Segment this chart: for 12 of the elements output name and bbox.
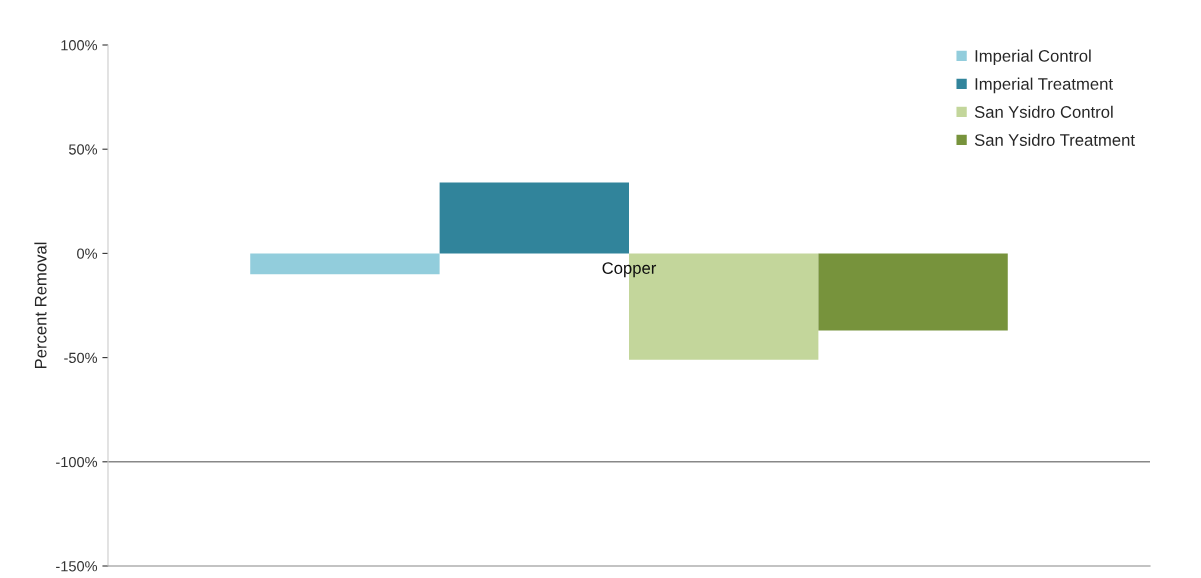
legend-label: San Ysidro Treatment	[974, 133, 1135, 146]
y-tick-label: -100%	[56, 456, 98, 468]
y-axis-title: Percent Removal	[34, 242, 47, 369]
legend-label: Imperial Treatment	[975, 77, 1113, 94]
legend-label: San Ysidro Control	[974, 105, 1113, 118]
y-tick-label: 50%	[68, 144, 98, 155]
x-tick-label: Copper	[602, 262, 657, 278]
y-tick-label: -150%	[56, 561, 98, 572]
y-tick-label: 0%	[77, 248, 98, 259]
y-tick-label: 100%	[61, 40, 98, 51]
y-tick-label: -50%	[64, 352, 98, 364]
legend-label: Imperial Control	[975, 49, 1091, 66]
